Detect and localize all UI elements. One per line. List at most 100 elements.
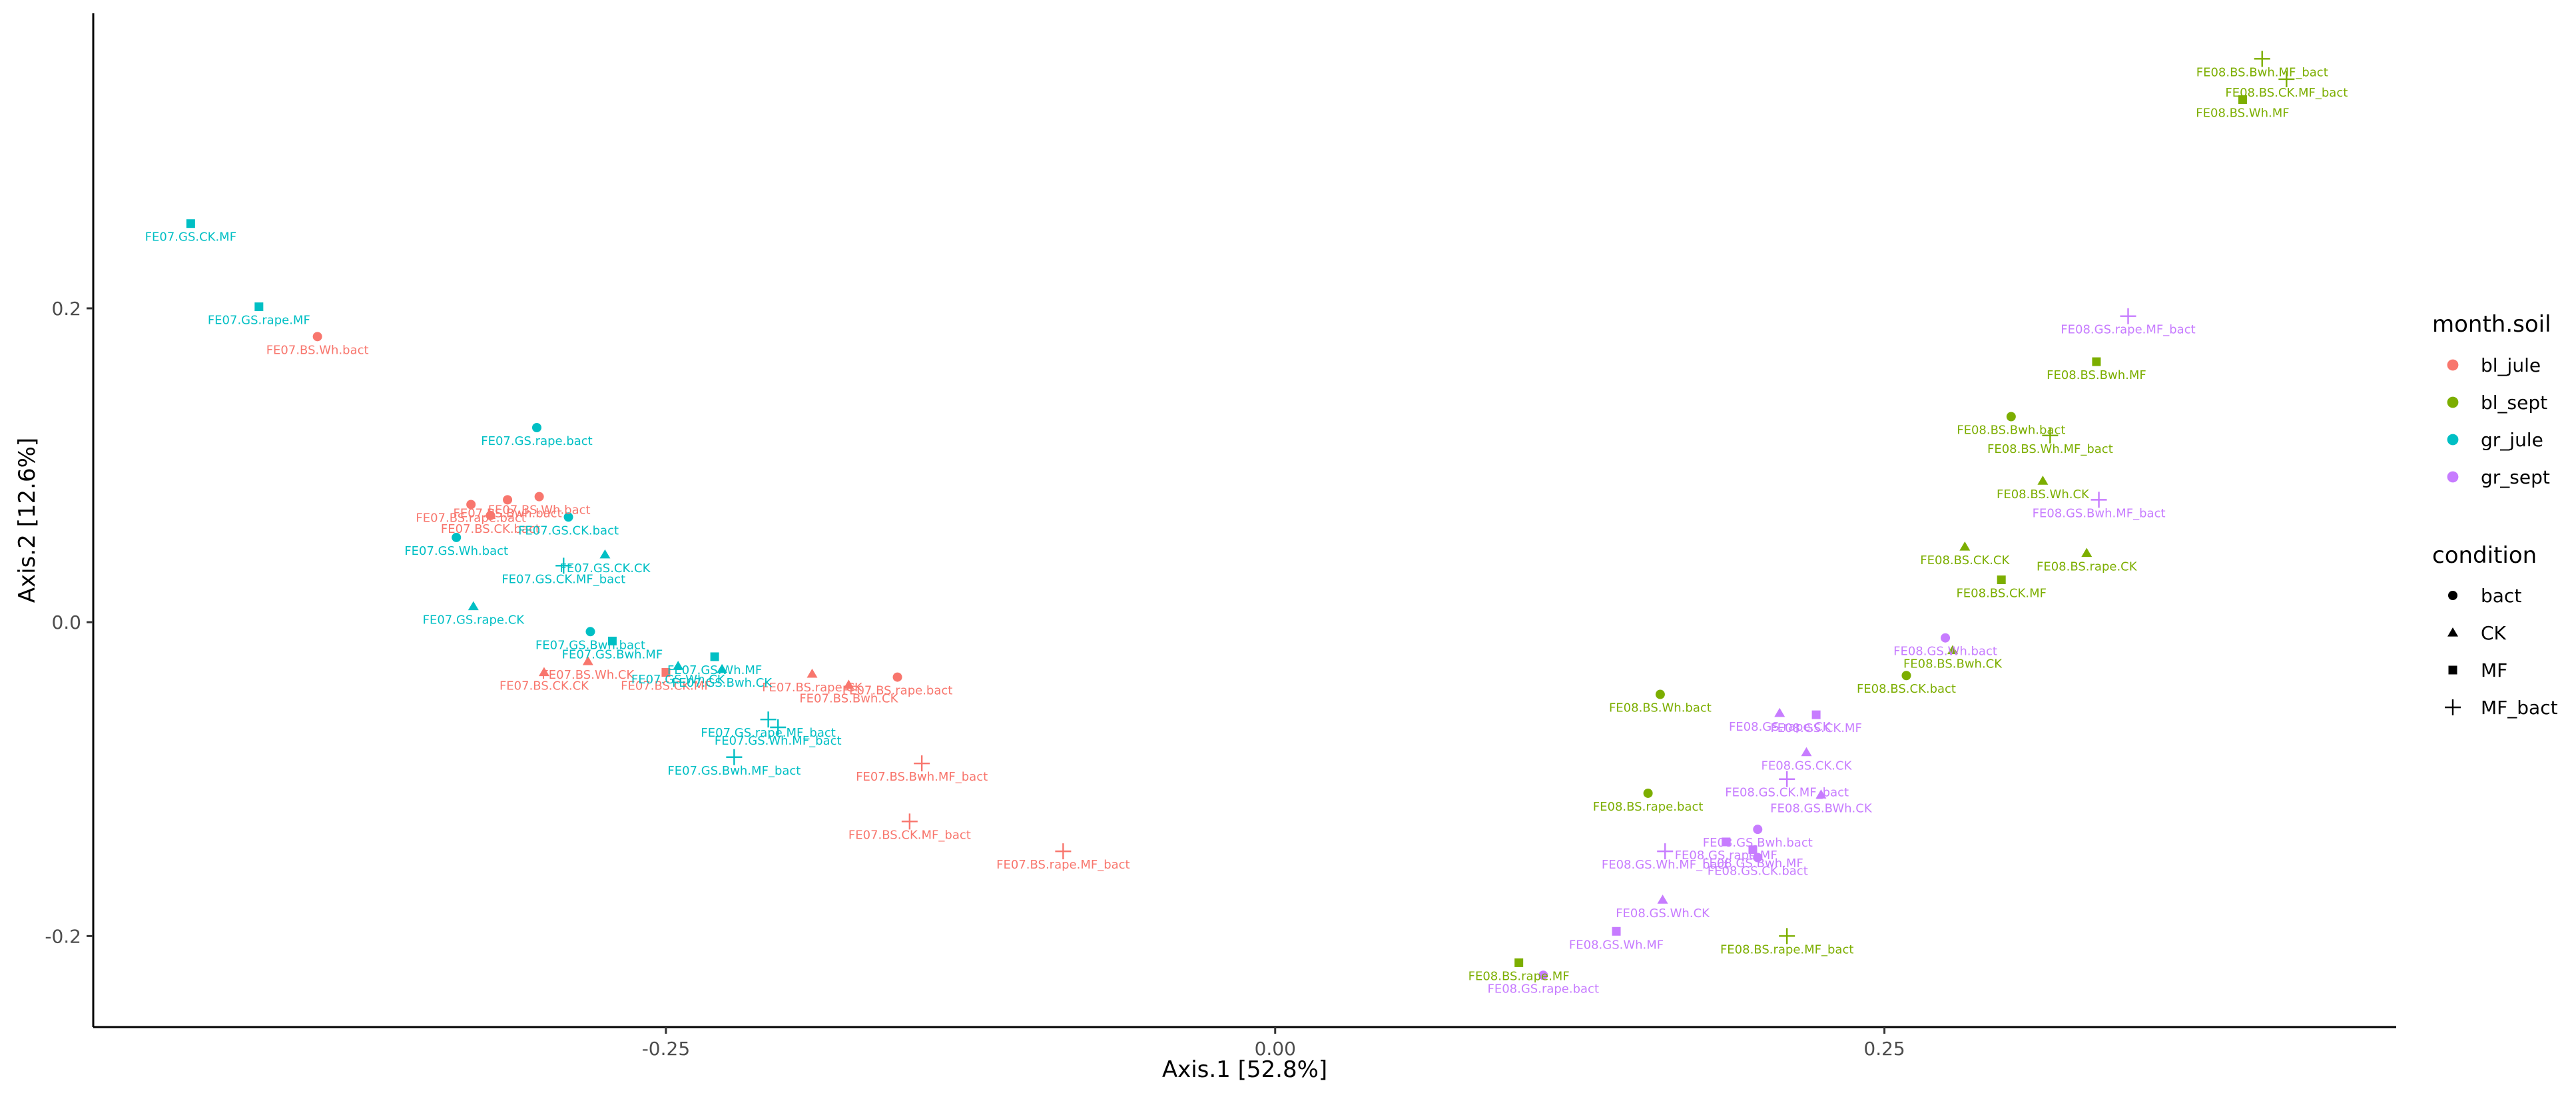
legend-color-key bbox=[2447, 396, 2459, 408]
data-point-label: FE07.GS.CK.CK bbox=[559, 561, 651, 575]
data-point bbox=[2120, 308, 2136, 324]
data-point-label: FE07.GS.Wh.CK bbox=[631, 673, 726, 687]
x-axis-title: Axis.1 [52.8%] bbox=[1162, 1056, 1327, 1083]
data-point bbox=[806, 668, 818, 678]
data-point-labels: FE07.BS.Wh.bactFE07.BS.rape.bactFE07.BS.… bbox=[145, 65, 2348, 996]
data-point-label: FE07.BS.CK.MF bbox=[621, 679, 711, 693]
data-point-label: FE08.BS.CK.MF_bact bbox=[2225, 86, 2348, 100]
data-point bbox=[503, 495, 513, 505]
data-point bbox=[1815, 789, 1827, 799]
data-point bbox=[2006, 412, 2016, 422]
x-tick-label: 0.25 bbox=[1863, 1038, 1905, 1060]
data-point bbox=[726, 749, 743, 765]
data-point-label: FE08.GS.Bwh.MF bbox=[1702, 857, 1803, 871]
data-point-label: FE08.BS.Wh.CK bbox=[1997, 488, 2090, 502]
data-point bbox=[710, 652, 719, 661]
legend-color-key bbox=[2447, 359, 2459, 371]
data-point-label: FE07.GS.Bwh.MF bbox=[562, 647, 663, 661]
data-point bbox=[1801, 747, 1812, 757]
data-point-label: FE08.GS.Wh.bact bbox=[1893, 645, 1997, 659]
data-point-label: FE07.GS.rape.MF_bact bbox=[701, 726, 835, 740]
legend-color-key bbox=[2447, 434, 2459, 446]
data-point-label: FE08.BS.Wh.MF_bact bbox=[1987, 442, 2113, 456]
legend-condition: condition bact CK MF MF_bact bbox=[2432, 542, 2558, 719]
data-point bbox=[254, 302, 264, 312]
data-point bbox=[1722, 837, 1731, 847]
data-point-label: FE08.GS.rape.bact bbox=[1488, 982, 1600, 996]
legend-color-label: bl_jule bbox=[2481, 354, 2541, 376]
legend-color-title: month.soil bbox=[2432, 311, 2551, 338]
data-point-label: FE08.BS.CK.MF bbox=[1956, 587, 2047, 601]
data-point bbox=[186, 219, 195, 228]
data-point bbox=[2081, 548, 2093, 557]
data-point-label: FE07.GS.Wh.MF_bact bbox=[715, 734, 842, 748]
y-tick-label: 0.0 bbox=[51, 611, 81, 633]
data-point bbox=[892, 672, 902, 682]
data-point bbox=[1997, 575, 2006, 585]
data-point-label: FE07.GS.rape.bact bbox=[481, 434, 593, 448]
data-point-label: FE07.GS.rape.CK bbox=[423, 613, 525, 627]
data-point bbox=[2037, 476, 2049, 485]
legend-shape-label: MF_bact bbox=[2481, 697, 2558, 719]
data-point-label: FE08.BS.CK.bact bbox=[1857, 682, 1956, 696]
x-tick-label: 0.00 bbox=[1255, 1038, 1296, 1060]
data-point-label: FE08.GS.rape.MF_bact bbox=[2061, 323, 2195, 337]
data-point bbox=[2254, 51, 2270, 67]
data-point bbox=[599, 549, 611, 559]
data-point-label: FE08.GS.BWh.CK bbox=[1770, 801, 1873, 815]
data-point-label: FE07.BS.rape.MF_bact bbox=[996, 858, 1129, 872]
legend-shape-key bbox=[2445, 699, 2461, 715]
data-point-label: FE07.BS.Wh.bact bbox=[266, 343, 369, 357]
data-point-label: FE08.BS.rape.MF bbox=[1468, 969, 1570, 983]
y-axis-title: Axis.2 [12.6%] bbox=[14, 438, 41, 603]
data-point-label: FE08.GS.Bwh.bact bbox=[1703, 836, 1813, 850]
data-point bbox=[563, 512, 573, 522]
data-point bbox=[1655, 689, 1665, 699]
data-point-label: FE07.GS.CK.bact bbox=[518, 524, 619, 538]
data-point-label: FE08.BS.rape.bact bbox=[1593, 800, 1704, 814]
data-point-label: FE08.BS.rape.MF_bact bbox=[1720, 942, 1853, 956]
legend-month-soil: month.soil bl_jule bl_sept gr_jule gr_sept bbox=[2432, 311, 2551, 488]
data-point-label: FE07.BS.Bwh.CK bbox=[799, 691, 898, 705]
legend-shape-key bbox=[2447, 627, 2458, 637]
data-point bbox=[661, 668, 671, 677]
data-point-label: FE07.GS.Wh.bact bbox=[404, 544, 508, 558]
data-point-label: FE07.GS.CK.MF bbox=[145, 230, 236, 244]
data-point bbox=[2042, 427, 2059, 444]
data-points bbox=[186, 51, 2295, 980]
data-point-label: FE08.GS.CK.MF_bact bbox=[1725, 786, 1849, 800]
data-point-label: FE07.BS.rape.bact bbox=[842, 684, 953, 698]
data-point-label: FE08.BS.Bwh.MF_bact bbox=[2196, 65, 2328, 79]
data-point bbox=[1657, 895, 1668, 904]
data-point bbox=[452, 532, 462, 542]
data-point-label: FE07.GS.Bwh.bact bbox=[535, 638, 645, 652]
data-point bbox=[914, 755, 930, 772]
data-point bbox=[1779, 771, 1795, 787]
data-point bbox=[843, 679, 854, 689]
data-point-label: FE08.GS.rape.CK bbox=[1729, 720, 1831, 734]
data-point bbox=[1811, 710, 1821, 719]
data-point bbox=[2092, 357, 2101, 366]
y-tick-label: 0.2 bbox=[51, 298, 81, 320]
data-point-label: FE07.BS.Wh.CK bbox=[541, 668, 635, 682]
data-point bbox=[468, 601, 479, 611]
data-point-label: FE07.BS.rape.bact bbox=[416, 511, 526, 525]
data-point bbox=[717, 663, 728, 673]
data-point-label: FE08.GS.Wh.CK bbox=[1616, 907, 1710, 920]
data-point bbox=[582, 656, 593, 665]
data-point-label: FE08.GS.CK.MF bbox=[1770, 721, 1861, 735]
data-point bbox=[1748, 845, 1758, 855]
data-point-label: FE08.BS.Bwh.CK bbox=[1903, 657, 2003, 671]
data-point-label: FE08.GS.Bwh.MF_bact bbox=[2033, 506, 2166, 520]
y-tick-label: -0.2 bbox=[45, 925, 81, 947]
data-point bbox=[2091, 492, 2107, 508]
data-point bbox=[1538, 970, 1548, 980]
data-point bbox=[1657, 843, 1674, 860]
data-point bbox=[1941, 633, 1951, 643]
data-point bbox=[466, 500, 476, 510]
data-point-label: FE08.GS.CK.bact bbox=[1708, 865, 1808, 879]
data-point bbox=[555, 557, 572, 574]
data-point bbox=[1643, 788, 1653, 798]
data-point bbox=[2238, 95, 2247, 105]
